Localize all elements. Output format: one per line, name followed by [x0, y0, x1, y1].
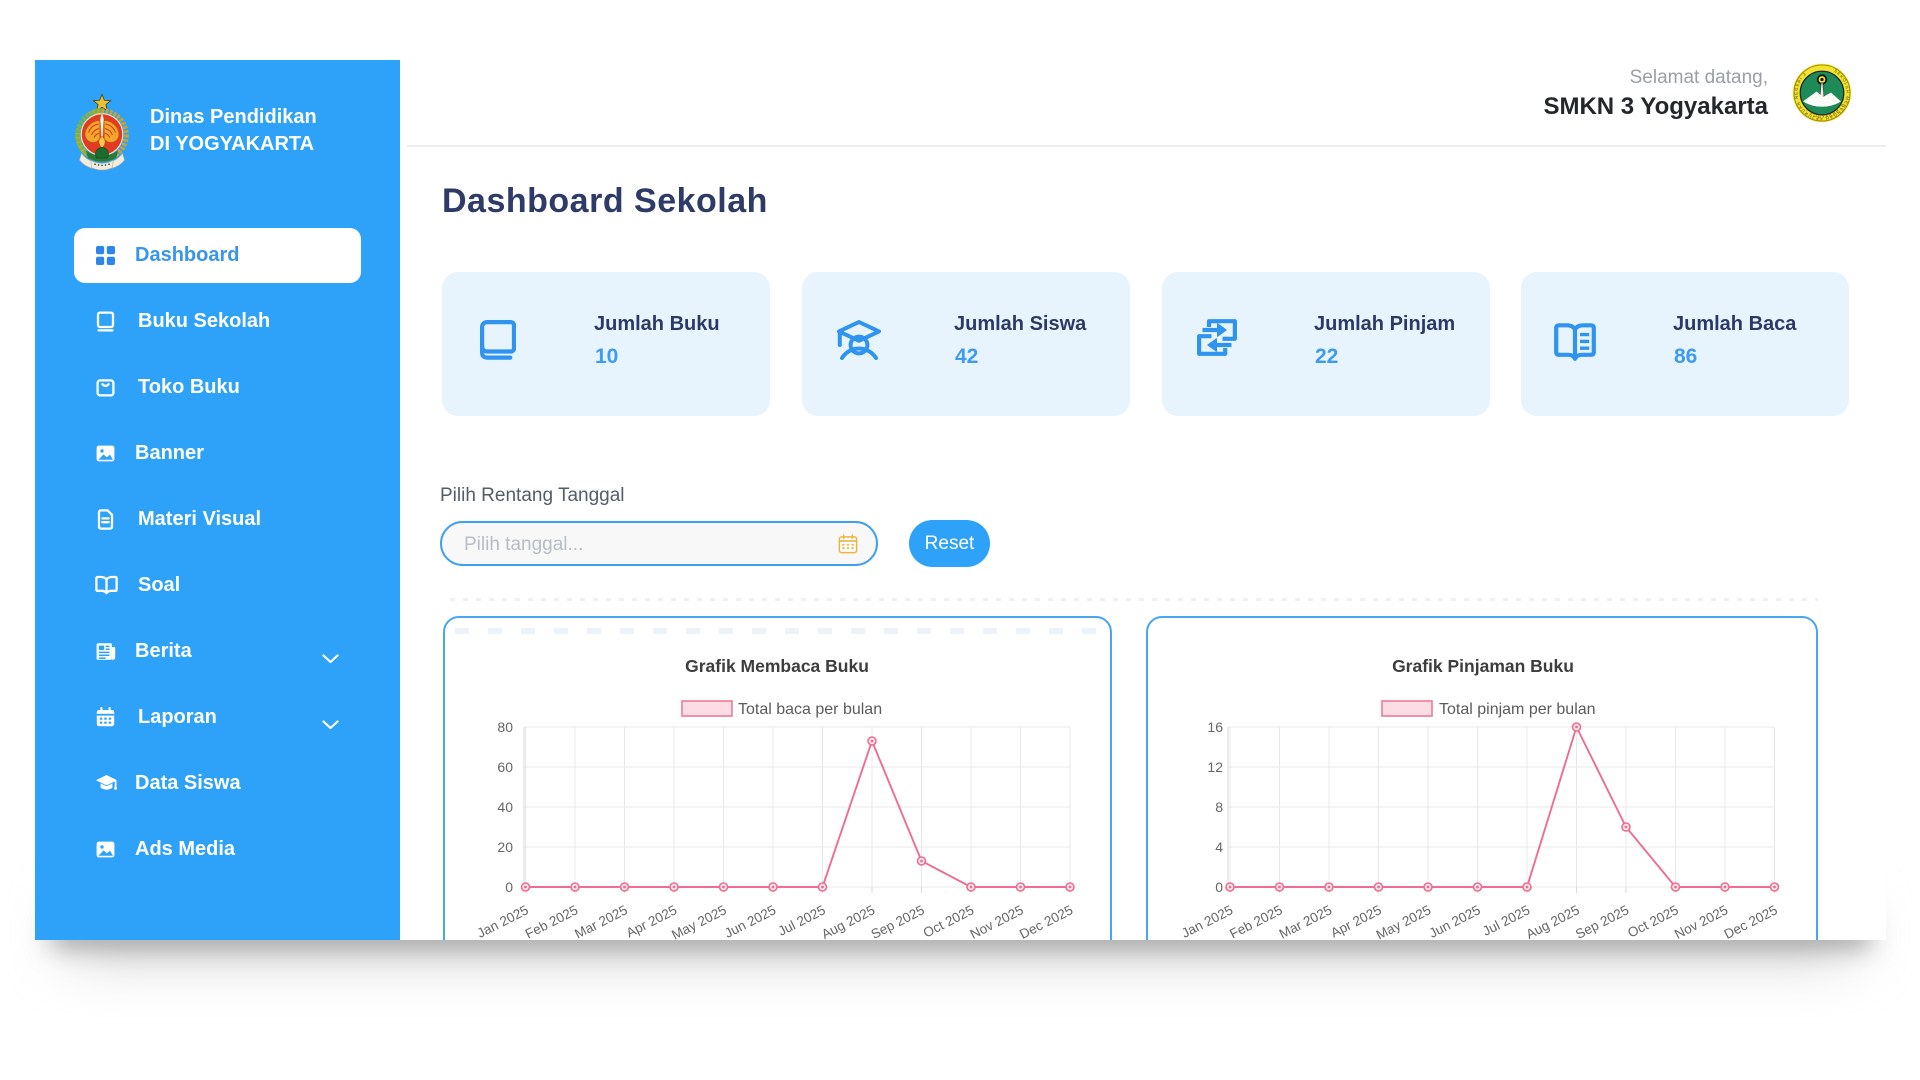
svg-text:Jul 2025: Jul 2025 — [1480, 902, 1532, 939]
svg-text:12: 12 — [1207, 759, 1223, 775]
svg-text:Jun 2025: Jun 2025 — [722, 902, 778, 940]
svg-text:Oct 2025: Oct 2025 — [921, 902, 977, 940]
svg-text:60: 60 — [497, 759, 513, 775]
svg-text:Aug 2025: Aug 2025 — [819, 902, 877, 940]
svg-text:Total pinjam per bulan: Total pinjam per bulan — [1439, 701, 1596, 718]
svg-text:May 2025: May 2025 — [669, 902, 729, 940]
svg-text:Jun 2025: Jun 2025 — [1427, 902, 1483, 940]
svg-text:8: 8 — [1215, 799, 1223, 815]
svg-text:Jan 2025: Jan 2025 — [475, 902, 531, 940]
svg-text:Total baca per bulan: Total baca per bulan — [738, 701, 882, 718]
svg-text:Mar 2025: Mar 2025 — [1277, 902, 1335, 940]
svg-text:Nov 2025: Nov 2025 — [1672, 902, 1730, 940]
svg-text:20: 20 — [497, 839, 513, 855]
svg-text:Grafik Membaca Buku: Grafik Membaca Buku — [685, 656, 869, 676]
svg-text:80: 80 — [497, 719, 513, 735]
svg-text:Sep 2025: Sep 2025 — [1573, 902, 1631, 940]
svg-text:Dec 2025: Dec 2025 — [1017, 902, 1075, 940]
svg-text:0: 0 — [505, 879, 513, 895]
svg-text:Nov 2025: Nov 2025 — [968, 902, 1026, 940]
svg-text:Mar 2025: Mar 2025 — [572, 902, 630, 940]
svg-text:16: 16 — [1207, 719, 1223, 735]
svg-text:Jul 2025: Jul 2025 — [776, 902, 828, 939]
svg-text:0: 0 — [1215, 879, 1223, 895]
svg-text:Grafik Pinjaman Buku: Grafik Pinjaman Buku — [1392, 656, 1574, 676]
svg-text:Jan 2025: Jan 2025 — [1179, 902, 1235, 940]
svg-text:Oct 2025: Oct 2025 — [1625, 902, 1681, 940]
svg-text:Feb 2025: Feb 2025 — [1227, 902, 1285, 940]
svg-text:Aug 2025: Aug 2025 — [1524, 902, 1582, 940]
svg-text:Feb 2025: Feb 2025 — [523, 902, 581, 940]
svg-text:May 2025: May 2025 — [1374, 902, 1434, 940]
svg-text:4: 4 — [1215, 839, 1223, 855]
svg-text:Sep 2025: Sep 2025 — [869, 902, 927, 940]
svg-text:Dec 2025: Dec 2025 — [1722, 902, 1780, 940]
svg-text:40: 40 — [497, 799, 513, 815]
